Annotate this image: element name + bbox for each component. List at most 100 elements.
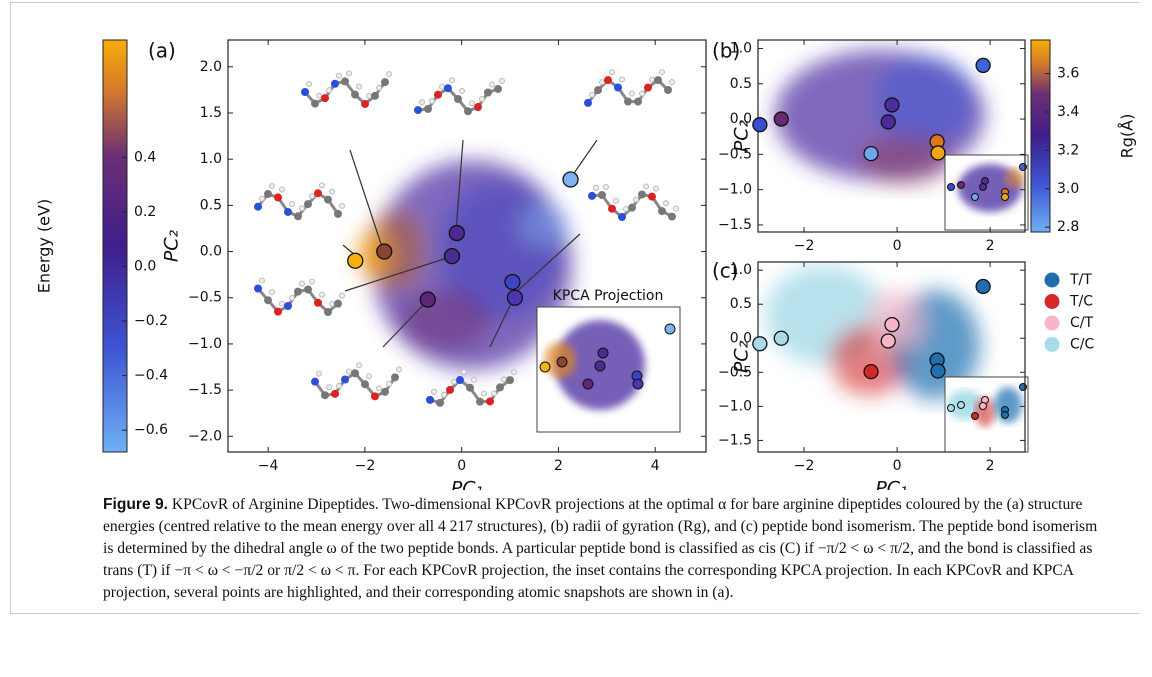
atom (618, 213, 626, 221)
atom (420, 100, 425, 105)
atom (270, 184, 275, 189)
atom (274, 308, 282, 316)
atom (347, 71, 352, 76)
atom (472, 377, 477, 382)
atom (314, 299, 322, 307)
atom (630, 91, 635, 96)
atom (290, 296, 295, 301)
highlighted-point (420, 292, 435, 307)
atom (414, 106, 422, 114)
atom (317, 93, 322, 98)
colorbar-tick-label: 0.4 (134, 149, 156, 165)
atom (280, 301, 285, 306)
atom (608, 205, 616, 213)
figure: −4−2024−2.0−1.5−1.0−0.50.00.51.01.52.0(a… (0, 0, 1152, 677)
atom (324, 196, 332, 204)
atom (381, 388, 389, 396)
y-tick-label: 1.0 (200, 151, 222, 167)
atom (361, 100, 369, 108)
legend-marker (1045, 338, 1059, 352)
highlighted-point (505, 275, 520, 290)
y-tick-label: −1.5 (718, 432, 752, 448)
atom (480, 97, 485, 102)
atom (466, 384, 474, 392)
atom (317, 371, 322, 376)
atom (610, 70, 615, 75)
atom (614, 84, 622, 92)
atom (320, 292, 325, 297)
y-tick-label: 0.5 (730, 296, 752, 312)
atom (424, 105, 432, 113)
caption-text: KPCovR of Arginine Dipeptides. Two-dimen… (103, 496, 1097, 601)
y-tick-label: 1.5 (200, 105, 222, 121)
atom (310, 194, 315, 199)
caption-label: Figure 9. (103, 496, 168, 513)
colorbar (103, 40, 127, 452)
atom (341, 376, 349, 384)
atom (371, 392, 379, 400)
atom (327, 88, 332, 93)
atom (367, 93, 372, 98)
highlighted-point (445, 249, 460, 264)
highlighted-point (774, 331, 788, 345)
atom (482, 391, 487, 396)
atom (254, 284, 262, 292)
x-tick-label: 0 (457, 458, 466, 474)
atom (446, 386, 454, 394)
atom (357, 84, 362, 89)
atom (506, 376, 514, 384)
y-tick-label: 2.0 (200, 59, 222, 75)
atom (462, 370, 467, 375)
atom (311, 378, 319, 386)
atom (330, 189, 335, 194)
atom (436, 399, 444, 407)
colorbar-tick-label: −0.6 (134, 422, 168, 438)
atom (594, 185, 599, 190)
x-tick-label: −4 (258, 458, 279, 474)
highlighted-point (881, 115, 895, 129)
highlighted-point (931, 364, 945, 378)
atom (464, 107, 472, 115)
chart: −4−2024−2.0−1.5−1.0−0.50.00.51.01.52.0(a… (0, 0, 1152, 490)
y-tick-label: 0.5 (730, 76, 752, 92)
legend-marker (1045, 295, 1059, 309)
atom (444, 84, 452, 92)
panel-label: (c) (712, 259, 739, 283)
atom (470, 101, 475, 106)
highlighted-point (774, 112, 788, 126)
atom (330, 301, 335, 306)
atom (492, 391, 497, 396)
atom (644, 84, 652, 92)
atom (668, 213, 676, 221)
legend-label: C/C (1070, 337, 1094, 353)
atom (337, 73, 342, 78)
atom (590, 92, 595, 97)
atom (634, 197, 639, 202)
atom (650, 77, 655, 82)
atom (500, 78, 505, 83)
panel-label: (a) (148, 39, 176, 63)
atom (300, 281, 305, 286)
atom (260, 196, 265, 201)
legend-marker (1045, 273, 1059, 287)
atom (670, 80, 675, 85)
highlighted-point (377, 244, 392, 259)
x-axis-label: PC₁ (875, 478, 907, 491)
atom (614, 198, 619, 203)
colorbar-tick-label: 3.0 (1057, 181, 1079, 197)
colorbar-tick-label: 0.0 (134, 258, 156, 274)
legend-marker (1045, 316, 1059, 330)
atom (301, 88, 309, 96)
atom (664, 201, 669, 206)
y-tick-label: −1.5 (188, 382, 222, 398)
x-axis-label: PC₁ (451, 478, 483, 491)
x-tick-label: 2 (986, 238, 995, 254)
atom (331, 80, 339, 88)
atom (260, 278, 265, 283)
colorbar-label: Energy (eV) (35, 199, 54, 293)
x-tick-label: 4 (651, 458, 660, 474)
atom (304, 200, 312, 208)
atom (426, 396, 434, 404)
atom (361, 380, 369, 388)
atom (337, 383, 342, 388)
